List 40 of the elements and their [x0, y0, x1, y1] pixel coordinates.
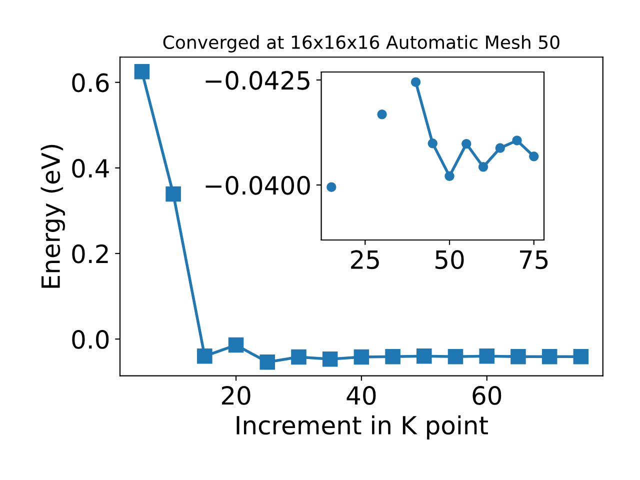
x-tick-label: 20: [222, 386, 250, 405]
point: [479, 348, 495, 364]
point: [385, 348, 400, 364]
point: [134, 64, 150, 80]
y-tick-label: 0.2: [72, 244, 108, 264]
point: [478, 162, 488, 172]
x-axis-title: Increment in K point: [236, 415, 488, 440]
point: [573, 348, 589, 364]
point: [228, 337, 244, 353]
x-tick-label: 50: [436, 250, 464, 270]
point: [322, 352, 338, 367]
x-tick-label: 25: [351, 250, 379, 270]
point: [529, 152, 539, 162]
point: [510, 348, 526, 364]
x-tick-label: 60: [472, 386, 502, 405]
y-tick-label: 0.0: [72, 330, 109, 349]
point: [166, 186, 181, 202]
y-tick-label: 0.6: [72, 73, 109, 92]
point: [448, 348, 464, 364]
chart-title: Converged at 16x16x16 Automatic Mesh 50: [163, 35, 560, 53]
point: [462, 138, 472, 149]
point: [416, 348, 432, 364]
point: [326, 182, 336, 192]
point: [354, 349, 370, 365]
point: [495, 143, 505, 153]
point: [260, 354, 276, 370]
point: [291, 349, 306, 365]
point: [542, 348, 558, 364]
x-tick-label: 75: [520, 250, 548, 270]
point: [410, 77, 421, 87]
y-tick-label: −0.0425: [206, 70, 310, 90]
y-axis-title: Energy (eV): [40, 144, 65, 288]
point: [197, 348, 212, 364]
point: [444, 171, 454, 182]
x-tick-label: 40: [346, 386, 376, 405]
y-tick-label: 0.4: [72, 158, 109, 178]
point: [512, 136, 522, 146]
point: [377, 110, 387, 120]
point: [428, 138, 438, 148]
y-tick-label: −0.0400: [206, 176, 310, 195]
